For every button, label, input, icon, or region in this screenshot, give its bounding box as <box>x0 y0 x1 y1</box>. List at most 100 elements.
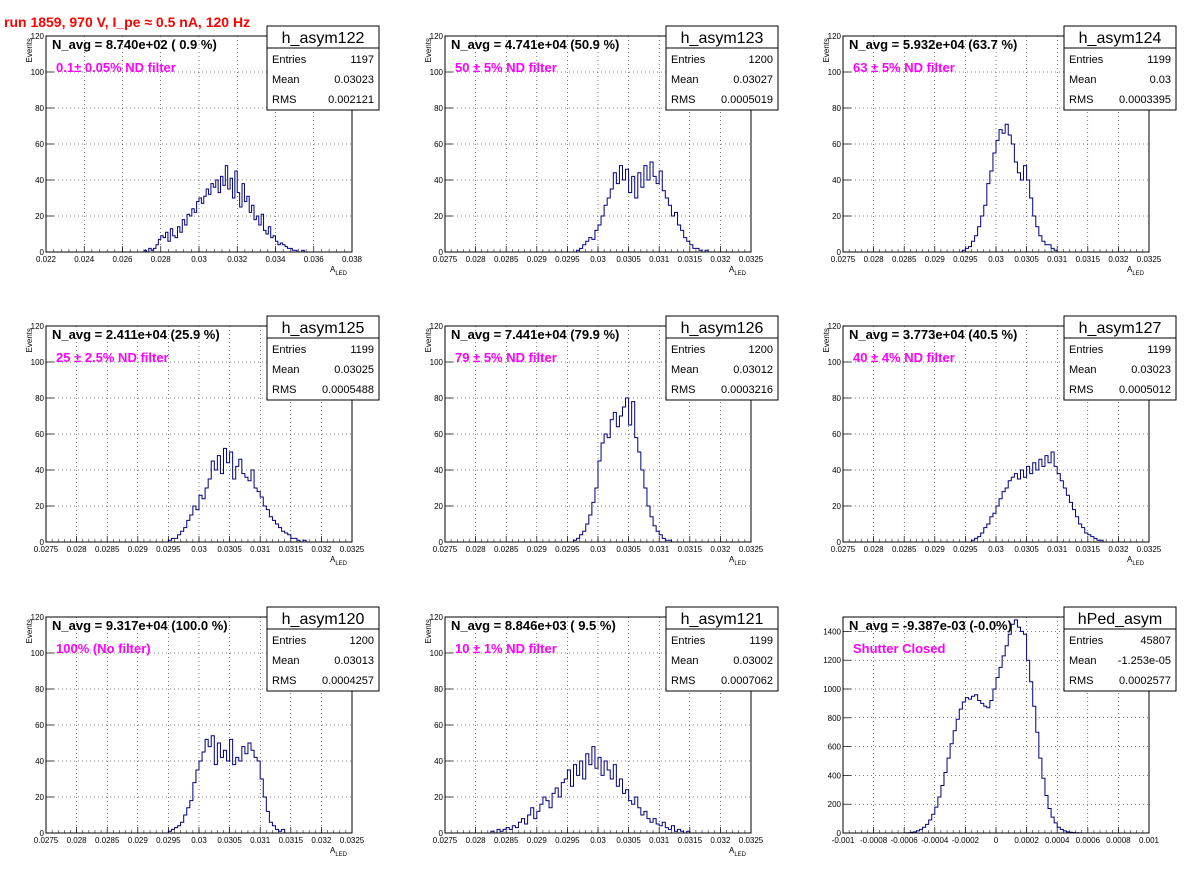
stat-label: Entries <box>272 635 307 647</box>
y-tick-label: 60 <box>35 140 44 149</box>
panel-h_asym124: 0.0275 0.028 0.0285 0.029 0.0295 0.03 0.0305 0.… <box>822 25 1177 277</box>
x-tick-label: 0.0275 <box>34 545 59 554</box>
x-tick-label: 0.026 <box>112 255 133 264</box>
panel-h_asym126: 0.0275 0.028 0.0285 0.029 0.0295 0.03 0.0305 0.… <box>424 315 779 567</box>
x-tick-label: 0.03 <box>988 255 1004 264</box>
x-tick-label: 0.03 <box>191 836 207 845</box>
stat-label: Mean <box>1069 364 1097 376</box>
y-tick-label: 100 <box>828 358 842 367</box>
stat-label: Mean <box>1069 74 1097 86</box>
y-tick-label: 60 <box>434 430 443 439</box>
stat-value: 0.0005488 <box>322 384 374 396</box>
x-axis-label: ALED <box>729 555 747 567</box>
y-tick-label: 100 <box>31 68 45 77</box>
x-tick-label: 0.0315 <box>678 255 703 264</box>
stat-label: Entries <box>1069 344 1104 356</box>
x-tick-label: 0.0325 <box>739 255 764 264</box>
histogram-name: h_asym120 <box>282 611 365 628</box>
y-tick-label: 80 <box>434 394 443 403</box>
histogram-name: h_asym124 <box>1079 30 1162 47</box>
stat-value: 1199 <box>1147 344 1171 356</box>
stat-value: 0.03027 <box>733 74 773 86</box>
plot-frame <box>842 35 1150 253</box>
stat-label: RMS <box>1069 384 1093 396</box>
plot-frame <box>45 325 353 543</box>
x-tick-label: 0.0325 <box>739 545 764 554</box>
stat-value: 0.03023 <box>334 74 374 86</box>
y-tick-label: 0 <box>837 538 842 547</box>
x-tick-label: 0.0275 <box>433 255 458 264</box>
y-tick-label: 40 <box>434 176 443 185</box>
stat-label: RMS <box>671 94 695 106</box>
stat-value: 45807 <box>1140 635 1171 647</box>
y-tick-label: 40 <box>832 466 841 475</box>
navg-label: N_avg = 4.741e+04 (50.9 %) <box>451 37 619 52</box>
x-tick-label: 0 <box>994 836 999 845</box>
x-axis-label: ALED <box>330 265 348 277</box>
stat-value: 1199 <box>1147 54 1171 66</box>
stat-value: 0.0005012 <box>1119 384 1171 396</box>
y-axis-label: Events <box>424 619 433 643</box>
stat-value: 0.03012 <box>733 364 773 376</box>
y-tick-label: 40 <box>35 176 44 185</box>
x-tick-label: 0.0305 <box>1014 545 1039 554</box>
histogram-name: hPed_asym <box>1078 611 1163 628</box>
panel-h_asym123: 0.0275 0.028 0.0285 0.029 0.0295 0.03 0.0305 0.… <box>424 25 779 277</box>
x-tick-label: 0.032 <box>311 545 332 554</box>
y-axis-label: Events <box>25 328 34 352</box>
x-tick-label: 0.03 <box>191 545 207 554</box>
y-tick-label: 60 <box>434 140 443 149</box>
y-tick-label: 60 <box>434 721 443 730</box>
x-tick-label: 0.0275 <box>831 545 856 554</box>
y-tick-label: 120 <box>828 322 842 331</box>
stat-label: Entries <box>272 54 307 66</box>
y-tick-label: 1000 <box>823 685 841 694</box>
x-tick-label: 0.022 <box>36 255 57 264</box>
y-tick-label: 800 <box>828 714 842 723</box>
y-tick-label: 40 <box>35 757 44 766</box>
navg-label: N_avg = 8.740e+02 ( 0.9 %) <box>52 37 217 52</box>
panel-h_asym120: 0.0275 0.028 0.0285 0.029 0.0295 0.03 0.0305 0.… <box>25 606 380 858</box>
y-tick-label: 20 <box>434 212 443 221</box>
y-tick-label: 120 <box>31 613 45 622</box>
x-tick-label: 0.034 <box>265 255 286 264</box>
stat-value: 1200 <box>749 344 773 356</box>
navg-label: N_avg = 2.411e+04 (25.9 %) <box>52 327 220 342</box>
x-tick-label: 0.0305 <box>616 545 641 554</box>
y-tick-label: 0 <box>40 538 45 547</box>
x-tick-label: 0.032 <box>1108 545 1129 554</box>
stat-value: 1199 <box>350 344 374 356</box>
stat-value: 0.03 <box>1150 74 1171 86</box>
x-tick-label: 0.031 <box>649 255 670 264</box>
x-tick-label: -0.0004 <box>921 836 949 845</box>
histogram-name: h_asym126 <box>681 320 764 337</box>
x-tick-label: 0.028 <box>864 255 885 264</box>
x-tick-label: 0.0305 <box>1014 255 1039 264</box>
stat-label: Entries <box>671 344 706 356</box>
stat-label: Entries <box>671 635 706 647</box>
plot-frame <box>842 616 1150 834</box>
x-tick-label: 0.0325 <box>1137 545 1162 554</box>
y-tick-label: 20 <box>35 793 44 802</box>
x-tick-label: 0.0295 <box>555 255 580 264</box>
panel-h_asym125: 0.0275 0.028 0.0285 0.029 0.0295 0.03 0.0305 0.… <box>25 315 380 567</box>
histogram-name: h_asym121 <box>681 611 764 628</box>
x-tick-label: 0.038 <box>342 255 363 264</box>
y-tick-label: 80 <box>434 104 443 113</box>
stat-value: 0.03025 <box>334 364 374 376</box>
stat-value: 0.002121 <box>328 94 374 106</box>
filter-label: 79 ± 5% ND filter <box>455 350 557 365</box>
y-tick-label: 120 <box>430 32 444 41</box>
panel-hPed_asym: -0.001 -0.0008 -0.0006 -0.0004 -0.0002 0 0.000… <box>823 606 1177 845</box>
x-tick-label: -0.0006 <box>891 836 919 845</box>
x-tick-label: 0.0275 <box>433 545 458 554</box>
x-tick-label: 0.031 <box>1047 255 1068 264</box>
histogram-h_asym127 <box>843 451 1149 543</box>
stats-box-frame <box>266 25 380 111</box>
x-tick-label: 0.03 <box>988 545 1004 554</box>
x-tick-label: 0.0275 <box>831 255 856 264</box>
stat-label: Mean <box>671 74 699 86</box>
x-tick-label: 0.029 <box>527 836 548 845</box>
y-tick-label: 40 <box>832 176 841 185</box>
run-title: run 1859, 970 V, I_pe ≈ 0.5 nA, 120 Hz <box>4 14 250 30</box>
